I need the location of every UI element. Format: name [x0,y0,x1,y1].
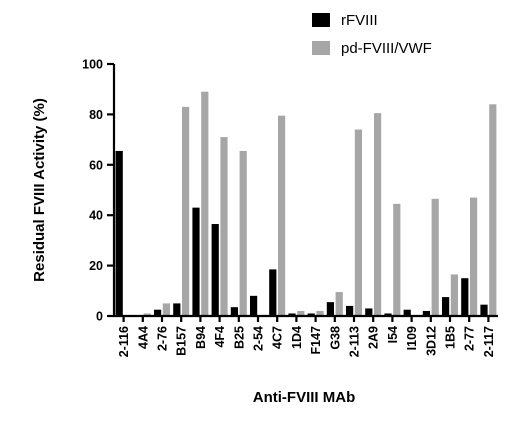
bar-pd-fviii-vwf-2-113 [354,129,362,316]
bar-rfviii-2-116 [115,150,123,316]
bar-pd-fviii-vwf-g38 [335,292,343,316]
x-category-label-4a4: 4A4 [136,326,150,349]
bar-rfviii-3d12 [422,310,430,316]
x-axis-title: Anti-FVIII MAb [253,389,355,406]
x-category-label-2a9: 2A9 [367,326,381,349]
x-category-label-2-54: 2-54 [252,326,266,351]
bar-rfviii-2-77 [461,278,469,316]
legend-label-rfviii: rFVIII [341,12,378,29]
bar-rfviii-4f4 [211,224,219,316]
bar-pd-fviii-vwf-1b5 [450,274,458,316]
bar-pd-fviii-vwf-b94 [201,91,209,316]
x-category-label-2-76: 2-76 [156,326,170,351]
bar-pd-fviii-vwf-f147 [316,310,324,316]
y-tick-label: 80 [89,108,103,122]
bar-rfviii-i54 [384,313,392,316]
bar-pd-fviii-vwf-2-76 [162,303,170,316]
bar-pd-fviii-vwf-b25 [239,150,247,316]
x-category-label-1b5: 1B5 [444,326,458,349]
x-axis: 2-116 4A4 2-76 B157 B94 4F4 B25 2-54 4C7 1D4 F147 G… [113,314,498,357]
bar-rfviii-2-113 [346,305,354,316]
bar-rfviii-2-76 [154,309,162,316]
bar-series [115,91,497,316]
bar-rfviii-b25 [230,307,238,316]
x-category-label-2-113: 2-113 [348,326,362,357]
y-tick-label: 0 [96,310,103,324]
bar-pd-fviii-vwf-b157 [182,106,190,316]
legend-label-pd-fviii-vwf: pd-FVIII/VWF [341,40,432,57]
bar-rfviii-2-54 [250,295,258,316]
bar-pd-fviii-vwf-i54 [393,203,401,316]
x-category-label-4f4: 4F4 [213,326,227,348]
x-category-label-1d4: 1D4 [290,326,304,349]
x-category-label-3d12: 3D12 [424,326,438,356]
bar-pd-fviii-vwf-4f4 [220,137,228,316]
bar-rfviii-1b5 [442,297,450,316]
chart-legend: rFVIII pd-FVIII/VWF [312,12,432,57]
x-category-label-2-77: 2-77 [463,326,477,351]
y-tick-label: 20 [89,259,103,273]
y-tick-label: 40 [89,209,103,223]
legend-swatch-pd-fviii-vwf [312,41,330,55]
y-tick-label: 100 [82,58,103,72]
x-category-label-i109: I109 [405,326,419,350]
y-axis-title: Residual FVIII Activity (%) [31,98,48,282]
bar-pd-fviii-vwf-3d12 [431,198,439,316]
bar-rfviii-g38 [326,302,334,316]
bar-pd-fviii-vwf-4a4 [143,313,151,316]
bar-pd-fviii-vwf-2a9 [374,113,382,316]
x-category-label-b157: B157 [175,326,189,356]
bar-rfviii-1d4 [288,313,296,316]
x-category-label-2-116: 2-116 [117,326,131,357]
bar-rfviii-b157 [173,303,181,316]
y-axis: 0 20 40 60 80 100 [82,58,116,324]
bar-rfviii-4c7 [269,269,277,316]
bar-pd-fviii-vwf-1d4 [297,310,305,316]
x-category-label-b94: B94 [194,326,208,349]
bar-rfviii-2a9 [365,308,373,316]
x-category-label-4c7: 4C7 [271,326,285,349]
x-category-label-b25: B25 [232,326,246,349]
bar-rfviii-f147 [307,313,315,316]
bar-pd-fviii-vwf-2-77 [470,197,478,316]
bar-pd-fviii-vwf-2-117 [489,104,497,316]
x-category-label-f147: F147 [309,326,323,355]
bar-rfviii-2-117 [480,304,488,316]
bar-rfviii-b94 [192,207,200,316]
bar-pd-fviii-vwf-4c7 [278,115,286,316]
legend-swatch-rfviii [312,13,330,27]
bar-rfviii-i109 [403,309,411,316]
x-category-label-2-117: 2-117 [482,326,496,357]
x-category-label-g38: G38 [328,326,342,350]
y-tick-label: 60 [89,158,103,172]
x-category-label-i54: I54 [386,326,400,343]
